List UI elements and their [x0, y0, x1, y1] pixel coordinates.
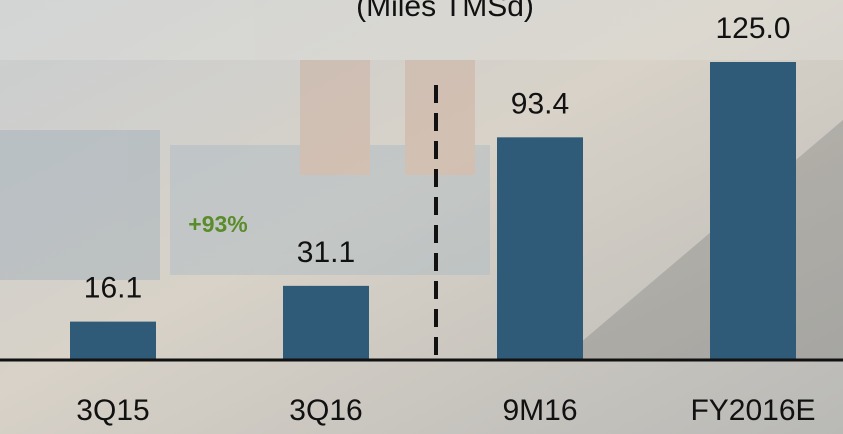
value-label: 125.0 [715, 12, 790, 45]
value-label: 31.1 [297, 236, 355, 269]
bar [70, 321, 156, 360]
bar [710, 62, 796, 360]
x-tick-label: 3Q15 [76, 394, 149, 427]
value-label: 16.1 [84, 272, 142, 305]
bar [283, 285, 369, 360]
bar [497, 137, 583, 360]
annotation: +93% [188, 211, 247, 237]
x-tick-label: 9M16 [502, 394, 577, 427]
x-tick-label: FY2016E [690, 394, 815, 427]
x-tick-label: 3Q16 [289, 394, 362, 427]
chart-subtitle: (Miles TMSd) [356, 0, 534, 23]
value-label: 93.4 [511, 87, 569, 120]
